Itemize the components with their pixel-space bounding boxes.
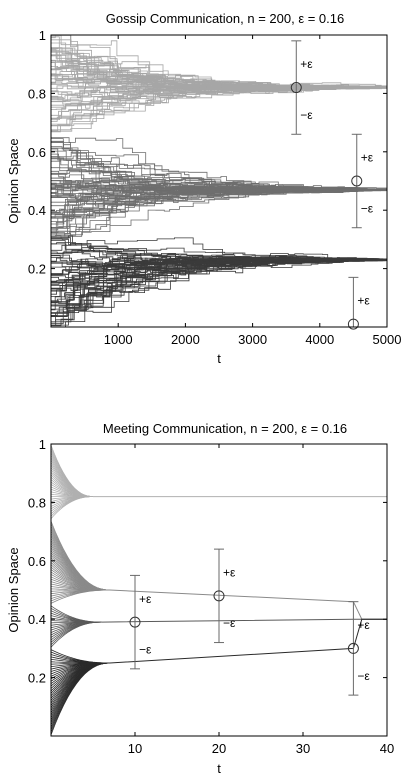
gossip-xtick-label: 2000	[171, 332, 200, 347]
gossip-opinion-curve	[51, 259, 387, 314]
meeting-xtick-label: 30	[296, 741, 310, 756]
gossip-plus-epsilon-label: +ε	[300, 57, 313, 71]
meeting-plus-epsilon-label: +ε	[139, 592, 152, 606]
gossip-opinion-curve	[51, 255, 388, 291]
gossip-ytick-label: 0.8	[28, 86, 46, 101]
meeting-opinion-curve	[50, 605, 102, 623]
meeting-xtick-label: 10	[128, 741, 142, 756]
meeting-plus-epsilon-label: +ε	[223, 565, 236, 579]
gossip-opinion-curve	[51, 170, 388, 195]
gossip-interval-center-marker	[290, 82, 302, 94]
meeting-xtick-label: 20	[212, 741, 226, 756]
gossip-opinion-curve	[51, 81, 388, 93]
meeting-title: Meeting Communication, n = 200, ε = 0.16	[103, 421, 347, 436]
meeting-opinion-curve	[50, 445, 94, 497]
gossip-opinion-curve	[51, 243, 388, 262]
meeting-xtick-label: 40	[380, 741, 394, 756]
meeting-minus-epsilon-label: −ε	[223, 616, 236, 630]
gossip-opinion-curve	[51, 137, 388, 191]
meeting-ylabel: Opinion Space	[6, 547, 21, 632]
meeting-interval-center-marker	[129, 616, 141, 628]
gossip-opinion-curve	[51, 47, 388, 89]
gossip-ytick-label: 0.6	[28, 145, 46, 160]
meeting-interval-annotations: +ε −ε +ε −ε +ε −ε	[129, 548, 370, 696]
meeting-opinion-curve	[50, 649, 110, 664]
gossip-xtick-label: 4000	[305, 332, 334, 347]
gossip-xtick-label: 5000	[373, 332, 402, 347]
gossip-opinion-curve	[51, 84, 388, 127]
gossip-xtick-label: 1000	[104, 332, 133, 347]
meeting-ytick-label: 0.2	[28, 671, 46, 686]
gossip-ylabel: Opinion Space	[6, 138, 21, 223]
gossip-opinion-curves	[51, 34, 388, 328]
meeting-plus-epsilon-label: +ε	[357, 618, 370, 632]
gossip-plus-epsilon-label: +ε	[361, 151, 374, 165]
meeting-ytick-label: 1	[39, 437, 46, 452]
meeting-cluster-trajectory	[109, 589, 387, 620]
gossip-ticks: 1000 2000 3000 4000 5000 0.2 0.4 0.6 0.8 1	[28, 28, 402, 347]
gossip-xtick-label: 3000	[238, 332, 267, 347]
gossip-opinion-curve	[51, 177, 387, 191]
meeting-opinion-curves	[50, 445, 387, 735]
gossip-ytick-label: 1	[39, 28, 46, 43]
gossip-opinion-curve	[51, 258, 387, 285]
gossip-opinion-curve	[51, 61, 387, 90]
gossip-xlabel: t	[217, 351, 221, 366]
meeting-cluster-trajectory	[101, 618, 387, 623]
gossip-axes-box	[50, 34, 388, 328]
meeting-xlabel: t	[217, 761, 221, 776]
meeting-cluster-trajectory	[109, 618, 387, 664]
gossip-interval-center-marker	[347, 318, 359, 330]
gossip-minus-epsilon-label: −ε	[300, 108, 313, 122]
meeting-minus-epsilon-label: −ε	[139, 642, 152, 656]
gossip-opinion-curve	[51, 258, 388, 307]
meeting-ticks: 10 20 30 40 0.2 0.4 0.6 0.8 1	[28, 437, 394, 756]
meeting-interval-center-marker	[347, 642, 359, 654]
gossip-interval-center-marker	[351, 175, 363, 187]
gossip-opinion-curve	[51, 254, 387, 306]
gossip-opinion-curve	[51, 148, 388, 195]
meeting-interval-center-marker	[213, 590, 225, 602]
gossip-ytick-label: 0.4	[28, 203, 46, 218]
gossip-plot: Gossip Communication, n = 200, ε = 0.16 …	[6, 11, 401, 366]
gossip-plus-epsilon-label: +ε	[357, 294, 370, 308]
gossip-ytick-label: 0.2	[28, 262, 46, 277]
meeting-ytick-label: 0.6	[28, 554, 46, 569]
gossip-interval-annotations: +ε −ε +ε −ε +ε	[290, 40, 374, 330]
gossip-opinion-curve	[51, 259, 387, 325]
gossip-minus-epsilon-label: −ε	[361, 201, 374, 215]
meeting-opinion-curve	[50, 520, 110, 591]
meeting-plot: Meeting Communication, n = 200, ε = 0.16…	[6, 421, 394, 776]
meeting-minus-epsilon-label: −ε	[357, 669, 370, 683]
gossip-title: Gossip Communication, n = 200, ε = 0.16	[106, 11, 344, 26]
meeting-ytick-label: 0.4	[28, 612, 46, 627]
meeting-ytick-label: 0.8	[28, 495, 46, 510]
